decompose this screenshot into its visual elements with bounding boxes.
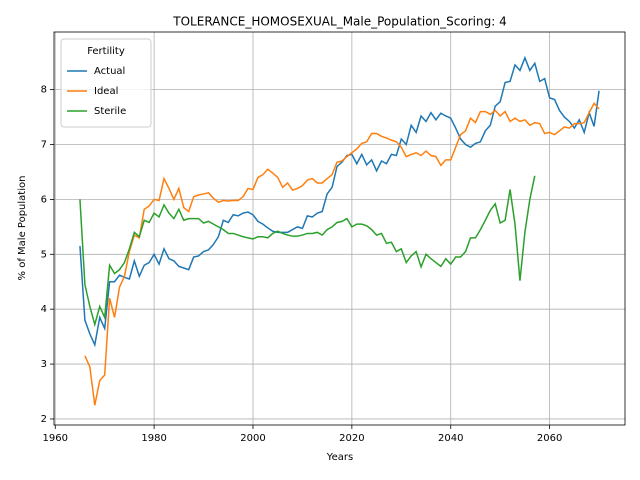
x-tick-label: 2060 bbox=[537, 433, 562, 444]
y-axis-label: % of Male Population bbox=[17, 176, 28, 281]
y-tick-label: 2 bbox=[41, 414, 47, 425]
legend-box bbox=[60, 38, 152, 128]
data-line bbox=[79, 55, 600, 348]
data-line bbox=[79, 175, 536, 328]
x-tick-label: 1980 bbox=[141, 433, 166, 444]
x-tick-label: 2040 bbox=[438, 433, 463, 444]
legend-label: Actual bbox=[94, 66, 125, 77]
y-tick-label: 6 bbox=[41, 194, 47, 205]
y-tick-label: 5 bbox=[41, 249, 47, 260]
legend-label: Sterile bbox=[94, 106, 126, 117]
legend-label: Ideal bbox=[94, 86, 118, 97]
x-tick-label: 2000 bbox=[240, 433, 265, 444]
chart-title: TOLERANCE_HOMOSEXUAL_Male_Population_Sco… bbox=[172, 15, 506, 29]
data-line bbox=[84, 102, 600, 406]
x-axis-label: Years bbox=[326, 452, 353, 463]
x-tick-label: 2020 bbox=[339, 433, 364, 444]
plot-frame bbox=[53, 31, 626, 426]
y-tick-label: 4 bbox=[41, 304, 47, 315]
y-tick-label: 3 bbox=[41, 359, 47, 370]
y-tick-label: 8 bbox=[41, 85, 47, 96]
legend-title: Fertility bbox=[87, 46, 125, 57]
y-tick-label: 7 bbox=[41, 140, 47, 151]
x-tick-label: 1960 bbox=[43, 433, 68, 444]
